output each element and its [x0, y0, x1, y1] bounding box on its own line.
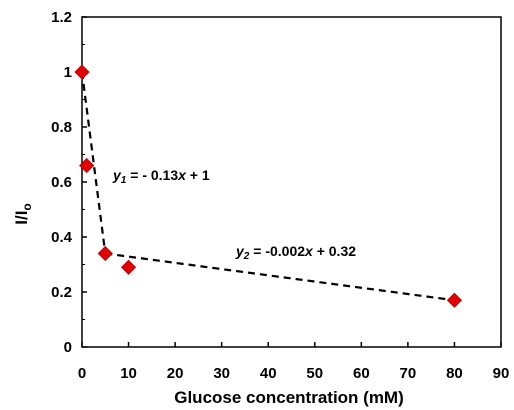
y-tick-label: 0.4: [51, 229, 73, 246]
x-tick-label: 20: [167, 365, 184, 382]
x-tick-label: 50: [306, 365, 323, 382]
x-tick-label: 60: [353, 365, 370, 382]
x-tick-label: 30: [213, 365, 230, 382]
x-tick-label: 40: [260, 365, 277, 382]
data-point: [97, 245, 113, 262]
y-axis-title: I/Io: [12, 203, 34, 225]
data-point: [74, 64, 90, 80]
fit-line-1: [80, 71, 107, 254]
y-axis-ticks: 0 0.2 0.4 0.6 0.8 1 1.2: [51, 9, 87, 356]
x-axis-ticks: 0 10 20 30 40 50 60 70 80 90: [78, 342, 510, 382]
data-points: [74, 64, 463, 308]
fit-line-2: [105, 252, 455, 302]
y-tick-label: 1.2: [51, 9, 72, 26]
y-tick-label: 1: [64, 64, 72, 81]
y-tick-label: 0.8: [51, 119, 72, 136]
data-point: [79, 157, 95, 174]
x-tick-label: 0: [78, 365, 86, 382]
y-tick-label: 0.6: [51, 174, 72, 191]
fit-lines: [80, 71, 455, 302]
x-tick-label: 80: [446, 365, 463, 382]
equation-1: y1 = - 0.13x + 1: [112, 167, 210, 186]
x-tick-label: 90: [493, 365, 510, 382]
data-point: [446, 292, 463, 308]
x-axis-title: Glucose concentration (mM): [174, 388, 404, 407]
x-tick-label: 70: [400, 365, 417, 382]
y-tick-label: 0: [64, 339, 72, 356]
equation-2: y2 = -0.002x + 0.32: [235, 243, 356, 262]
y-tick-label: 0.2: [51, 284, 72, 301]
data-point: [120, 259, 137, 275]
x-tick-label: 10: [120, 365, 137, 382]
